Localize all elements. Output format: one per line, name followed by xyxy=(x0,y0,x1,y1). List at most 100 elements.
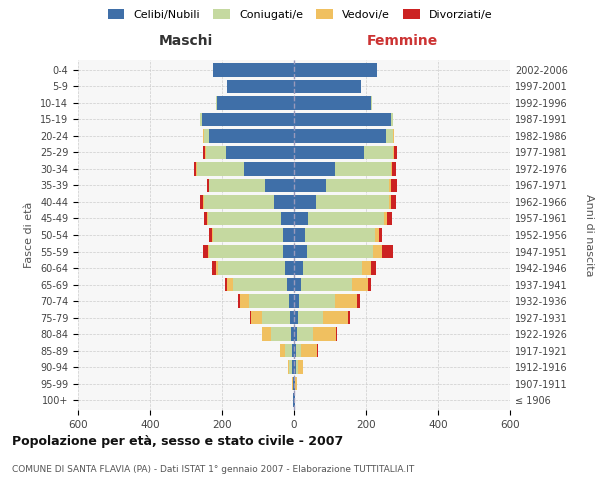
Bar xyxy=(393,146,394,159)
Bar xyxy=(215,261,218,275)
Text: COMUNE DI SANTA FLAVIA (PA) - Dati ISTAT 1° gennaio 2007 - Elaborazione TUTTITAL: COMUNE DI SANTA FLAVIA (PA) - Dati ISTAT… xyxy=(12,465,414,474)
Bar xyxy=(285,344,292,358)
Bar xyxy=(207,212,208,226)
Legend: Celibi/Nubili, Coniugati/e, Vedovi/e, Divorziati/e: Celibi/Nubili, Coniugati/e, Vedovi/e, Di… xyxy=(104,6,496,23)
Bar xyxy=(292,377,293,390)
Bar xyxy=(227,80,294,93)
Bar xyxy=(391,112,393,126)
Bar xyxy=(200,112,202,126)
Bar xyxy=(373,244,382,258)
Bar xyxy=(305,228,375,242)
Bar xyxy=(294,195,316,209)
Bar xyxy=(203,244,208,258)
Bar xyxy=(205,146,206,159)
Bar xyxy=(194,162,196,175)
Bar xyxy=(391,178,397,192)
Bar xyxy=(317,344,318,358)
Bar xyxy=(348,311,350,324)
Bar xyxy=(209,228,212,242)
Bar xyxy=(294,112,391,126)
Bar xyxy=(326,178,389,192)
Bar xyxy=(294,328,297,341)
Bar xyxy=(301,278,352,291)
Bar xyxy=(294,278,301,291)
Bar xyxy=(313,328,337,341)
Bar xyxy=(391,162,392,175)
Bar xyxy=(357,294,360,308)
Bar xyxy=(227,278,233,291)
Bar xyxy=(298,311,323,324)
Bar xyxy=(208,212,281,226)
Bar xyxy=(371,96,372,110)
Bar xyxy=(209,244,283,258)
Bar xyxy=(213,228,283,242)
Bar xyxy=(212,261,215,275)
Bar xyxy=(393,129,394,142)
Bar xyxy=(280,344,285,358)
Bar xyxy=(224,278,227,291)
Bar xyxy=(335,294,357,308)
Bar xyxy=(394,146,397,159)
Bar xyxy=(362,261,371,275)
Bar xyxy=(208,244,209,258)
Bar xyxy=(274,195,294,209)
Bar xyxy=(292,344,294,358)
Bar xyxy=(285,261,294,275)
Bar xyxy=(386,129,393,142)
Bar xyxy=(389,178,391,192)
Bar xyxy=(262,328,271,341)
Bar xyxy=(294,377,295,390)
Bar xyxy=(294,146,364,159)
Bar xyxy=(204,195,274,209)
Bar xyxy=(209,178,265,192)
Bar xyxy=(294,162,335,175)
Bar xyxy=(287,278,294,291)
Bar xyxy=(308,212,384,226)
Bar xyxy=(389,195,391,209)
Bar xyxy=(207,178,209,192)
Bar xyxy=(303,261,362,275)
Bar xyxy=(294,63,377,76)
Bar xyxy=(368,278,371,291)
Bar xyxy=(298,360,303,374)
Bar xyxy=(294,178,326,192)
Text: Maschi: Maschi xyxy=(159,34,213,48)
Bar xyxy=(283,228,294,242)
Bar xyxy=(218,261,285,275)
Bar xyxy=(197,162,244,175)
Bar xyxy=(271,328,291,341)
Bar xyxy=(209,129,294,142)
Bar xyxy=(200,195,203,209)
Bar xyxy=(283,244,294,258)
Bar xyxy=(204,212,207,226)
Bar xyxy=(290,311,294,324)
Bar xyxy=(204,129,209,142)
Bar xyxy=(294,294,299,308)
Bar xyxy=(217,96,294,110)
Bar xyxy=(291,328,294,341)
Bar xyxy=(335,162,391,175)
Bar xyxy=(202,112,294,126)
Bar xyxy=(323,311,348,324)
Bar xyxy=(392,162,396,175)
Bar xyxy=(293,377,294,390)
Bar xyxy=(289,360,292,374)
Text: Popolazione per età, sesso e stato civile - 2007: Popolazione per età, sesso e stato civil… xyxy=(12,435,343,448)
Bar xyxy=(307,244,373,258)
Text: Femmine: Femmine xyxy=(367,34,437,48)
Bar xyxy=(384,212,387,226)
Bar xyxy=(294,261,303,275)
Y-axis label: Fasce di età: Fasce di età xyxy=(25,202,34,268)
Bar xyxy=(371,261,376,275)
Bar xyxy=(316,195,389,209)
Bar xyxy=(294,344,296,358)
Bar xyxy=(265,178,294,192)
Bar xyxy=(364,146,393,159)
Bar xyxy=(287,360,289,374)
Bar xyxy=(296,344,301,358)
Bar xyxy=(294,394,295,407)
Bar xyxy=(196,162,197,175)
Bar xyxy=(294,311,298,324)
Bar xyxy=(226,146,294,159)
Bar xyxy=(244,162,294,175)
